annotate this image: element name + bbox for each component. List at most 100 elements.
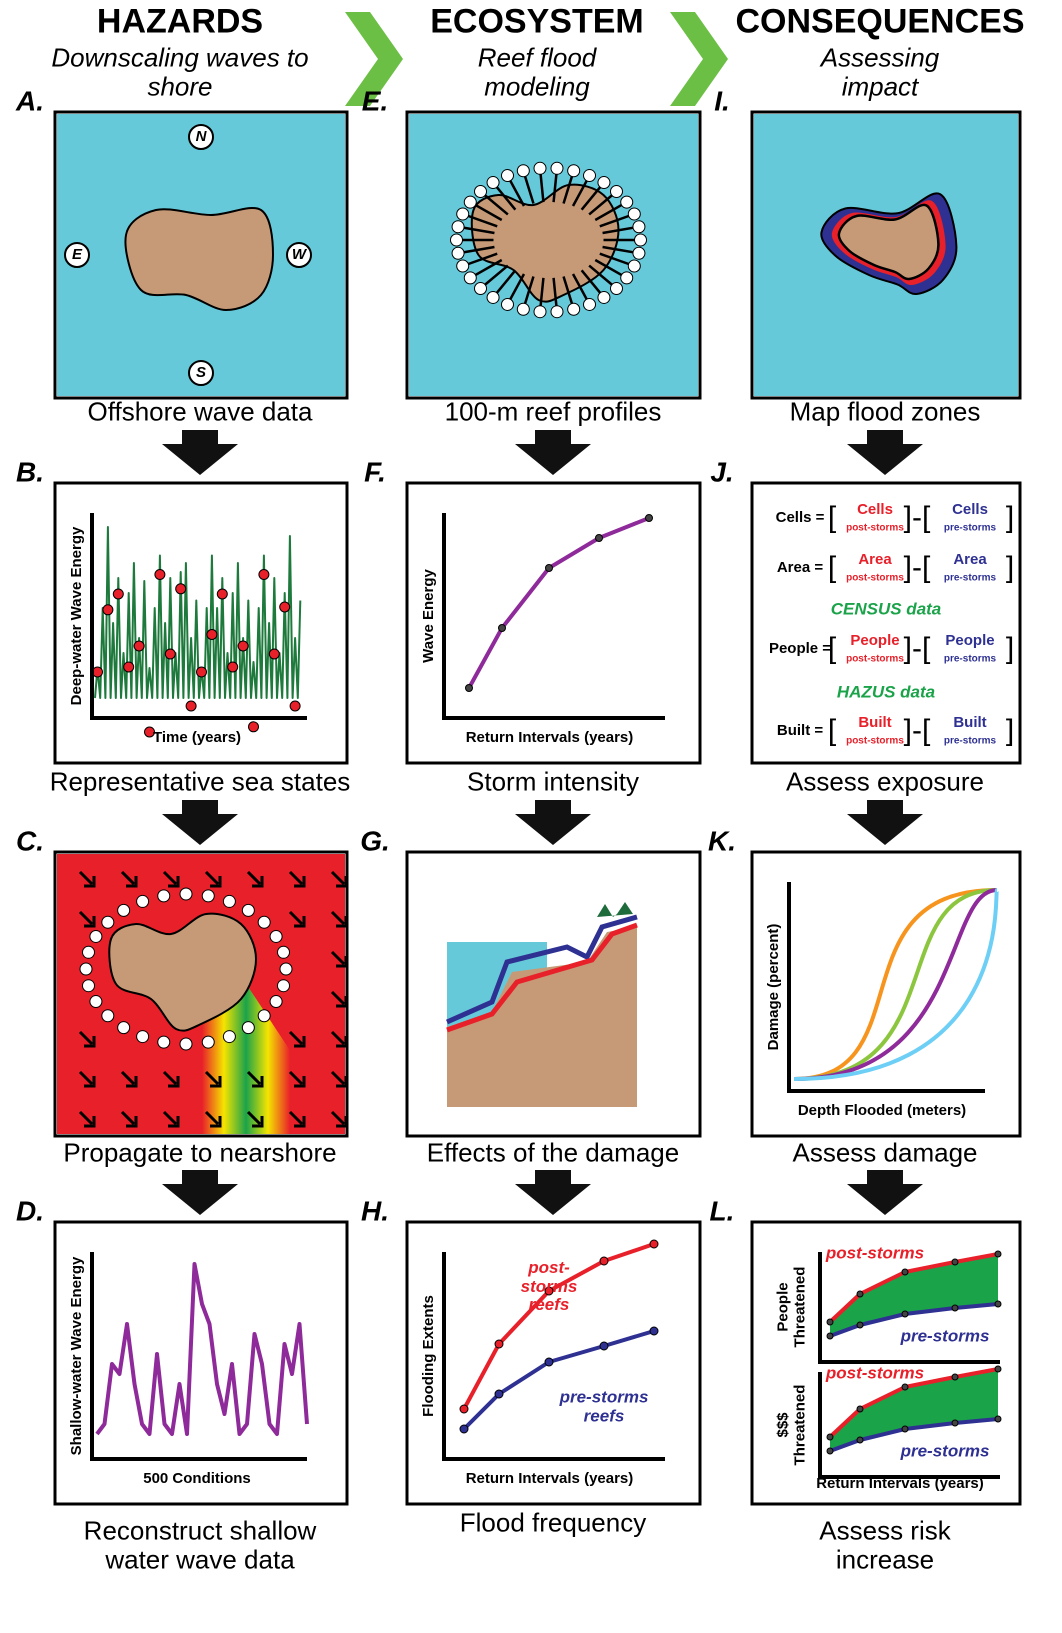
profile-end	[627, 259, 641, 273]
bracket: ]	[1006, 632, 1014, 665]
panel-caption: Assess risk increase	[819, 1515, 951, 1574]
panel-caption: Effects of the damage	[426, 1137, 680, 1168]
pre-term: Cells	[952, 500, 988, 518]
profile-end	[533, 161, 547, 175]
pre-term: Area	[953, 550, 987, 568]
risk-area	[830, 1369, 998, 1451]
point	[112, 588, 124, 600]
note: HAZUS data	[836, 682, 936, 702]
axis	[787, 882, 985, 1093]
point	[951, 1258, 959, 1266]
pre-sub: pre-storms	[943, 522, 997, 534]
flow-arrow	[162, 1110, 180, 1128]
flow-arrow	[78, 1110, 96, 1128]
flow-arrow	[120, 1070, 138, 1088]
flow-arrow	[204, 870, 222, 888]
panel-letter: I.	[714, 85, 730, 117]
profile-end	[632, 246, 646, 260]
down-arrow	[847, 430, 923, 475]
curve	[95, 1262, 309, 1436]
profile-end	[474, 184, 488, 198]
point	[901, 1310, 909, 1318]
profile-end	[463, 195, 477, 209]
point	[494, 1389, 504, 1399]
profile-end	[450, 233, 463, 247]
y-axis-label: People Threatened	[774, 1266, 809, 1348]
point	[216, 588, 228, 600]
node	[89, 995, 103, 1009]
header-arrow	[670, 12, 728, 106]
profile-end	[620, 195, 634, 209]
bracket: ]-[	[904, 551, 931, 584]
profile-end	[500, 297, 514, 311]
compass-circle	[188, 124, 214, 150]
flow-arrow	[78, 910, 96, 928]
profile-end	[567, 164, 581, 178]
island	[124, 206, 275, 312]
profile-end	[634, 233, 647, 247]
x-axis-label: Return Intervals (years)	[816, 1474, 984, 1492]
flow-arrow	[330, 950, 348, 968]
column-title: ECOSYSTEM	[430, 2, 644, 41]
point	[545, 564, 553, 572]
down-arrow	[847, 800, 923, 845]
series-label: pre-storms	[900, 1326, 990, 1346]
compass-circle	[188, 360, 214, 386]
panel-letter: D.	[16, 1195, 44, 1227]
panel-caption: Representative sea states	[49, 766, 351, 797]
profile-end	[516, 164, 530, 178]
axis	[818, 1252, 1000, 1364]
down-arrow	[515, 800, 591, 845]
panel-letter: L.	[709, 1195, 735, 1227]
profile-end	[609, 282, 623, 296]
node	[269, 929, 283, 943]
row-label: People =	[768, 639, 832, 657]
point	[826, 1318, 834, 1326]
node	[201, 1035, 215, 1049]
axis	[442, 513, 665, 720]
point	[901, 1425, 909, 1433]
x-axis-label: Time (years)	[152, 728, 242, 746]
y-axis-label: Wave Energy	[419, 568, 437, 663]
risk-area	[830, 1254, 998, 1336]
node	[136, 1030, 150, 1044]
flow-arrow	[162, 870, 180, 888]
profile-end	[550, 161, 564, 175]
node	[79, 962, 93, 976]
node	[276, 945, 290, 959]
island	[108, 912, 258, 1032]
point	[826, 1433, 834, 1441]
compass-circle	[286, 242, 312, 268]
point	[459, 1424, 469, 1434]
profile-end	[463, 271, 477, 285]
series-label: post-storms	[825, 1243, 925, 1263]
node	[82, 945, 96, 959]
point	[826, 1447, 834, 1455]
pre-term: Built	[953, 713, 987, 731]
point	[544, 1357, 554, 1367]
pre-reef	[445, 914, 638, 1025]
point	[856, 1436, 864, 1444]
flow-arrow	[246, 1070, 264, 1088]
flow-arrow	[78, 1030, 96, 1048]
panel-caption: Flood frequency	[459, 1507, 647, 1538]
point	[544, 1286, 554, 1296]
compass-label: S	[195, 363, 206, 381]
point	[133, 640, 145, 652]
profile-end	[486, 290, 500, 304]
point	[237, 640, 249, 652]
post-sub: post-storms	[846, 735, 904, 747]
point	[599, 1256, 609, 1266]
pre-sub: pre-storms	[943, 572, 997, 584]
axis	[90, 513, 307, 720]
node	[89, 929, 103, 943]
header-arrow	[345, 12, 403, 106]
post-sub: post-storms	[846, 522, 904, 534]
point	[268, 648, 280, 660]
damage-curve	[793, 888, 998, 1081]
point	[951, 1373, 959, 1381]
node	[279, 962, 293, 976]
point	[227, 661, 239, 673]
